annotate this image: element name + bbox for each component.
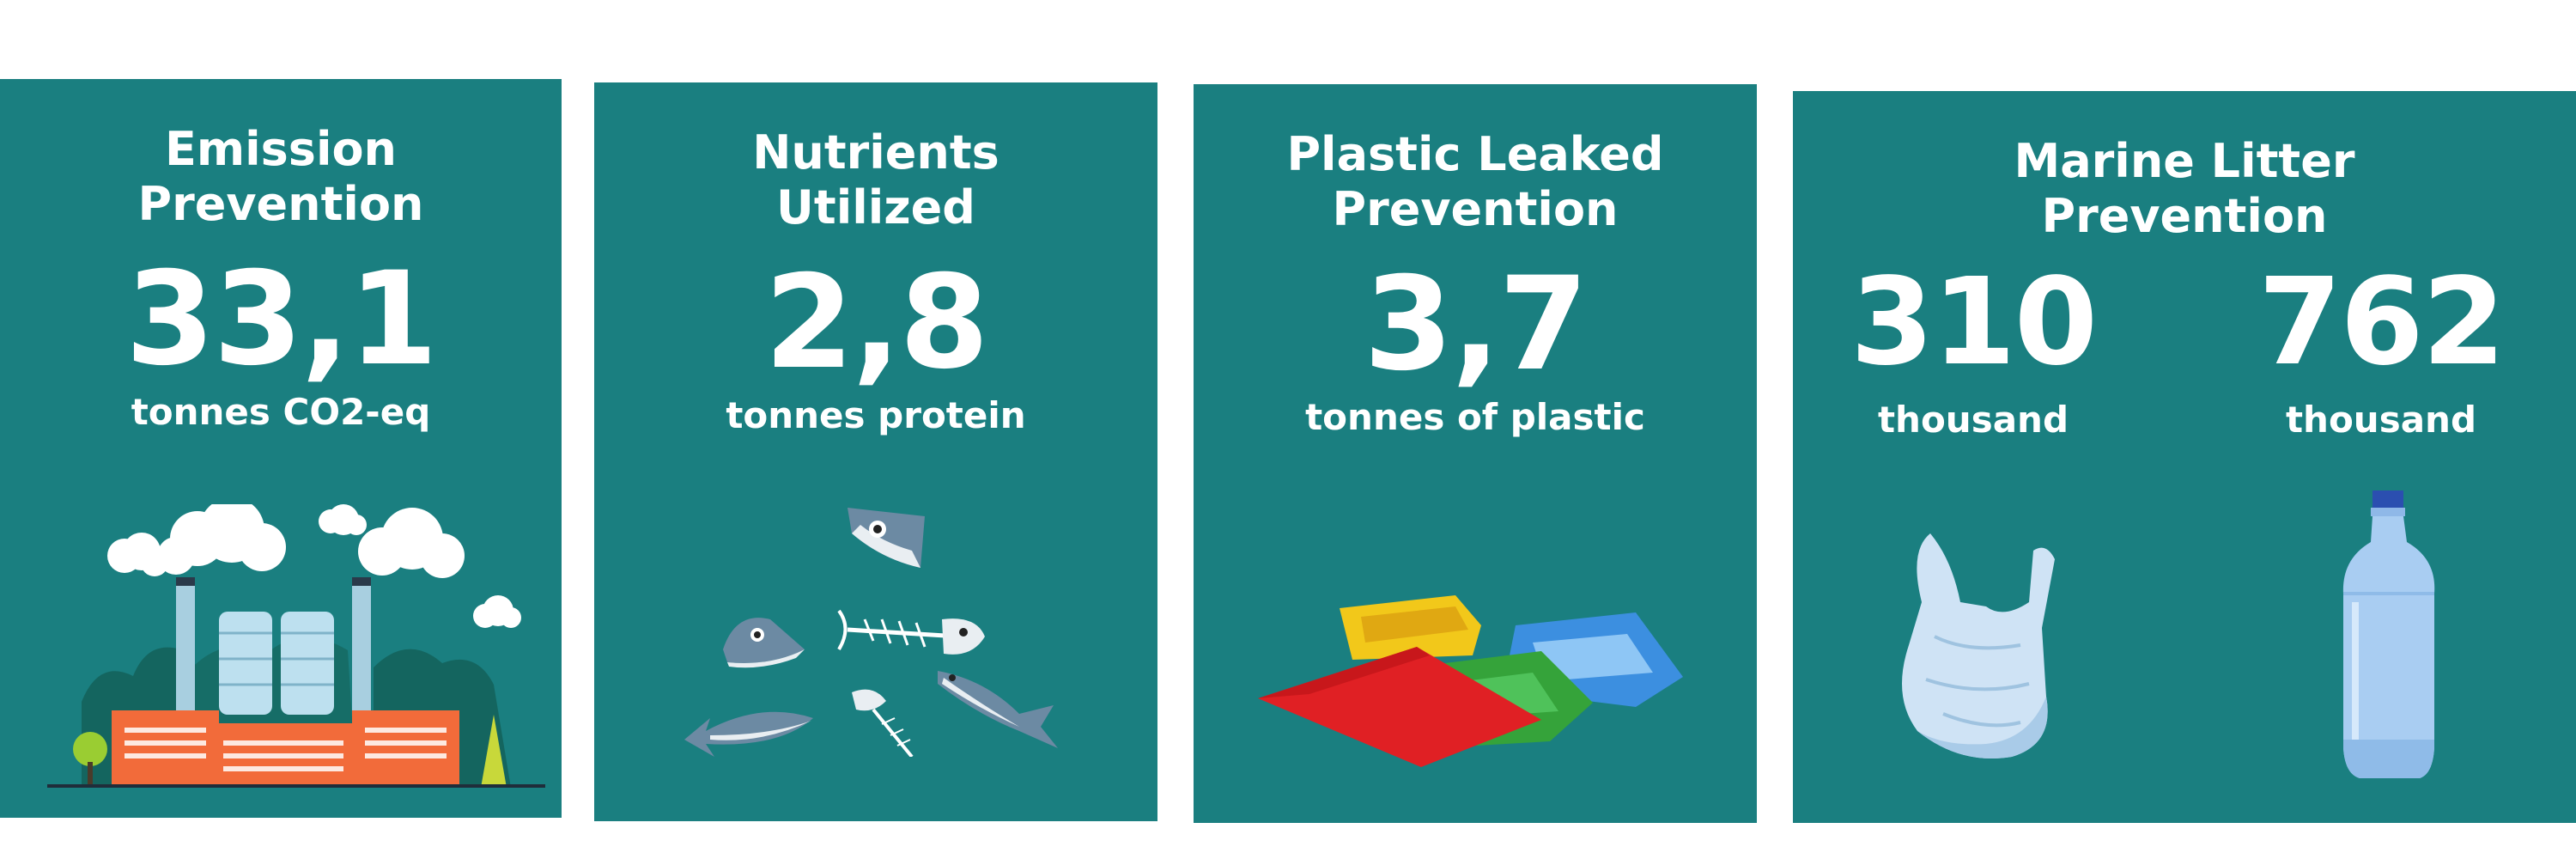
title-line: Marine Litter (2014, 134, 2355, 188)
metric-unit: thousand (1877, 399, 2069, 441)
nutrients-utilized-card: Nutrients Utilized 2,8 tonnes protein (594, 82, 1157, 821)
plastic-bag-column: 310 thousand (1844, 91, 2102, 823)
title-line: Nutrients (752, 125, 999, 180)
card-title: Nutrients Utilized (594, 125, 1157, 235)
title-line: Prevention (2041, 189, 2328, 243)
metric-value: 33,1 (125, 245, 438, 394)
plastic-pile-icon (1258, 591, 1696, 771)
title-line: Prevention (1332, 182, 1619, 236)
metric-value: 3,7 (1364, 250, 1589, 399)
metric-unit: tonnes of plastic (1305, 396, 1645, 438)
title-line: Utilized (776, 180, 975, 235)
marine-litter-prevention-card: Marine Litter Prevention 310 thousand 76… (1793, 91, 2576, 823)
metric-value: 2,8 (764, 248, 989, 398)
metric-unit: thousand (2285, 399, 2477, 441)
emission-prevention-card: Emission Prevention 33,1 tonnes CO2-eq (0, 79, 562, 818)
card-title: Plastic Leaked Prevention (1194, 127, 1757, 237)
metric-unit: tonnes CO2-eq (131, 391, 431, 433)
plastic-bag-icon (1883, 525, 2072, 765)
card-title: Marine Litter Prevention (1793, 134, 2576, 244)
metric-value: 762 (2257, 253, 2506, 393)
plastic-bottle-column: 762 thousand (2248, 91, 2514, 823)
fish-waste-icon (676, 499, 1079, 757)
plastic-leaked-prevention-card: Plastic Leaked Prevention 3,7 tonnes of … (1194, 84, 1757, 823)
plastic-bottle-icon (2338, 490, 2441, 783)
title-line: Plastic Leaked (1286, 127, 1664, 181)
title-line: Prevention (137, 177, 424, 231)
metric-value: 310 (1850, 253, 2098, 393)
metric-unit: tonnes protein (726, 394, 1026, 436)
title-line: Emission (165, 122, 397, 176)
factory-icon (47, 504, 545, 788)
card-title: Emission Prevention (0, 122, 562, 232)
